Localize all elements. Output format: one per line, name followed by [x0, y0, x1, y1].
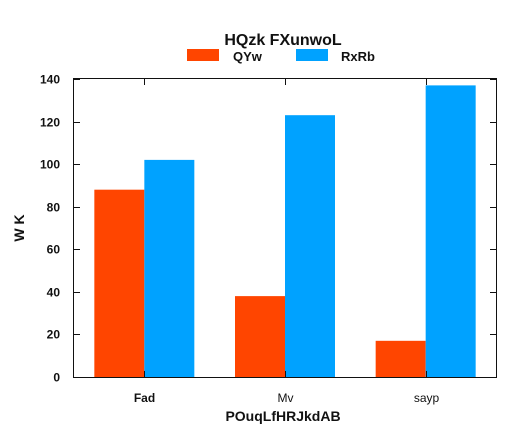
y-tick-label: 120: [40, 116, 60, 130]
plot-frame: [73, 78, 497, 378]
bar-rxrb-fad: [144, 159, 195, 377]
chart-title: HQzk FXunwoL: [224, 32, 342, 49]
y-tick-label: 80: [47, 201, 61, 215]
y-tick-label: 60: [47, 243, 61, 257]
bar-rxrb-mv: [285, 115, 335, 377]
y-tick-label: 40: [47, 286, 61, 300]
y-tick-label: 140: [40, 73, 60, 87]
y-tick-label: 100: [40, 158, 60, 172]
bar-rxrb-sayp: [425, 85, 476, 377]
legend: QYw RxRb: [187, 49, 375, 64]
x-axis: Fad Mv sayp: [134, 79, 440, 405]
legend-swatch-qyw: [187, 49, 219, 61]
x-tick-label-sayp: sayp: [414, 391, 440, 405]
y-axis: 0 20 40 60 80 100 120 140: [40, 73, 496, 385]
x-tick-label-mv: Mv: [278, 391, 294, 405]
legend-swatch-rxrb: [296, 49, 328, 61]
bar-qyw-sayp: [375, 340, 426, 377]
legend-label-qyw: QYw: [233, 49, 263, 64]
bar-qyw-fad: [94, 189, 145, 377]
legend-label-rxrb: RxRb: [341, 49, 375, 64]
bars-group: [94, 85, 476, 377]
x-tick-label-fad: Fad: [134, 391, 155, 405]
x-axis-label: POuqLfHRJkdAB: [225, 408, 340, 424]
bar-qyw-mv: [235, 296, 285, 377]
y-axis-label: W K: [11, 214, 27, 241]
y-tick-label: 20: [47, 328, 61, 342]
y-tick-label: 0: [53, 371, 60, 385]
